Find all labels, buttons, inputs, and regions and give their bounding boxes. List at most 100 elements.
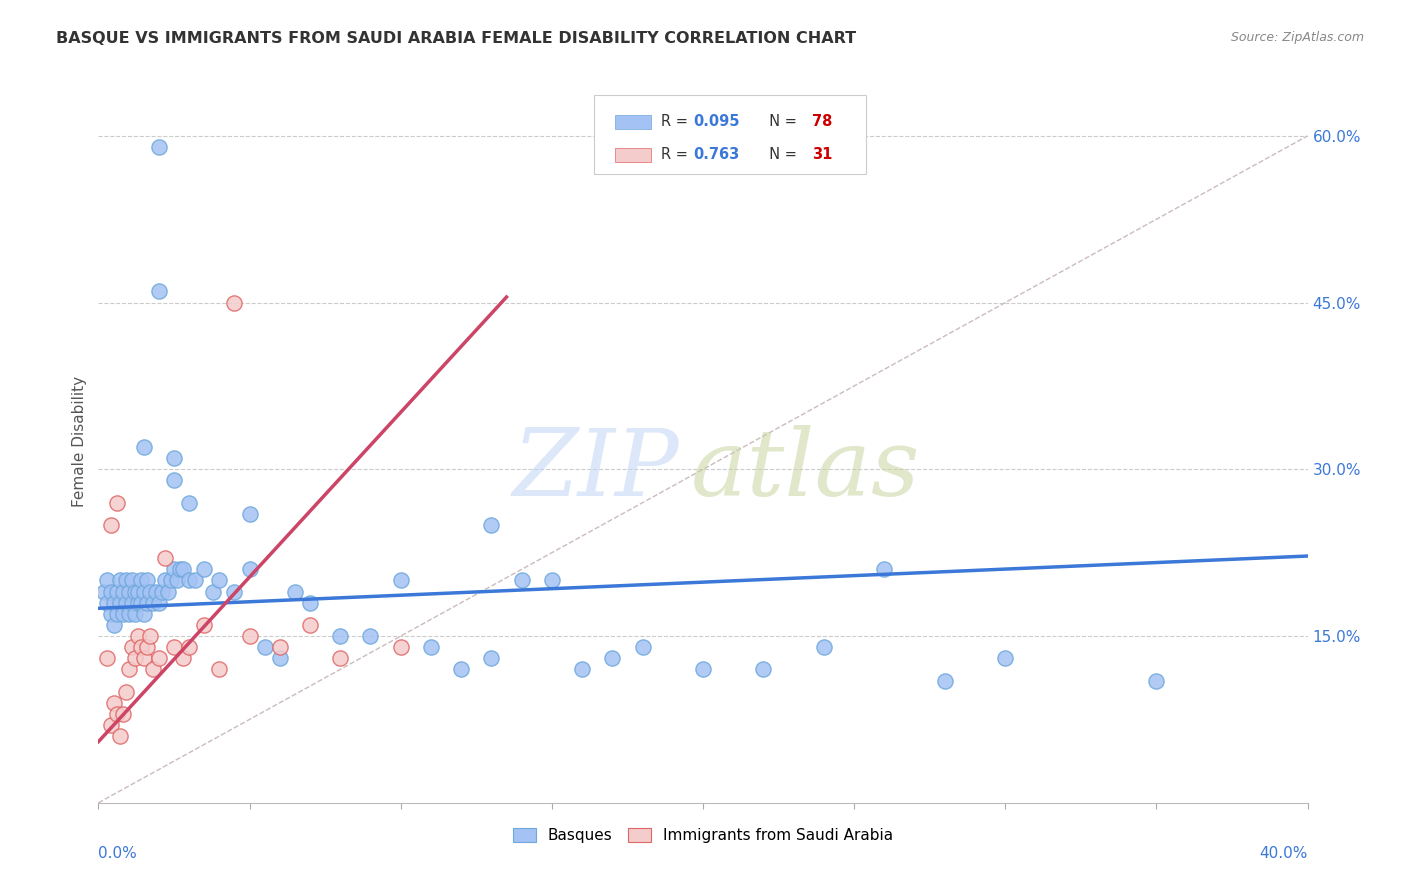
Text: atlas: atlas bbox=[690, 425, 921, 516]
Point bbox=[389, 640, 412, 655]
Point bbox=[360, 629, 382, 643]
Text: 0.0%: 0.0% bbox=[98, 847, 138, 861]
Point bbox=[139, 629, 162, 643]
Point bbox=[132, 584, 155, 599]
Point bbox=[118, 607, 141, 621]
Point bbox=[127, 629, 149, 643]
Point bbox=[193, 618, 215, 632]
Text: R =: R = bbox=[661, 147, 692, 162]
Point bbox=[111, 607, 134, 621]
Text: BASQUE VS IMMIGRANTS FROM SAUDI ARABIA FEMALE DISABILITY CORRELATION CHART: BASQUE VS IMMIGRANTS FROM SAUDI ARABIA F… bbox=[56, 31, 856, 46]
FancyBboxPatch shape bbox=[614, 114, 651, 128]
Point bbox=[100, 607, 122, 621]
Point bbox=[299, 618, 322, 632]
Point bbox=[127, 596, 149, 610]
Point bbox=[145, 584, 167, 599]
Point bbox=[193, 562, 215, 576]
Point bbox=[510, 574, 533, 588]
Point bbox=[100, 584, 122, 599]
Text: 40.0%: 40.0% bbox=[1260, 847, 1308, 861]
Point bbox=[752, 662, 775, 676]
Point bbox=[132, 440, 155, 454]
Point bbox=[108, 574, 131, 588]
Point bbox=[124, 584, 146, 599]
Point bbox=[148, 596, 170, 610]
Point bbox=[208, 662, 231, 676]
Point bbox=[121, 596, 143, 610]
Point bbox=[142, 596, 165, 610]
Point bbox=[540, 574, 562, 588]
Point bbox=[166, 574, 188, 588]
Point bbox=[481, 517, 503, 532]
Point bbox=[142, 662, 165, 676]
Point bbox=[602, 651, 624, 665]
Point bbox=[284, 584, 307, 599]
Point bbox=[208, 574, 231, 588]
Point bbox=[96, 596, 118, 610]
Point bbox=[108, 596, 131, 610]
Point bbox=[450, 662, 472, 676]
Point bbox=[179, 574, 201, 588]
Point bbox=[163, 451, 186, 466]
FancyBboxPatch shape bbox=[614, 148, 651, 162]
Point bbox=[163, 474, 186, 488]
Point bbox=[105, 706, 128, 721]
Point bbox=[873, 562, 896, 576]
Point bbox=[105, 584, 128, 599]
Point bbox=[100, 718, 122, 732]
Point bbox=[1144, 673, 1167, 688]
Point bbox=[118, 662, 141, 676]
Point bbox=[631, 640, 654, 655]
Point bbox=[135, 640, 157, 655]
Text: Source: ZipAtlas.com: Source: ZipAtlas.com bbox=[1230, 31, 1364, 45]
Point bbox=[172, 562, 194, 576]
Point bbox=[96, 574, 118, 588]
Point bbox=[571, 662, 593, 676]
Text: R =: R = bbox=[661, 114, 692, 129]
Point bbox=[114, 574, 136, 588]
Point bbox=[813, 640, 835, 655]
Point bbox=[105, 607, 128, 621]
Point bbox=[103, 696, 125, 710]
Point bbox=[239, 507, 262, 521]
Point bbox=[224, 295, 246, 310]
Point bbox=[994, 651, 1017, 665]
Point bbox=[103, 618, 125, 632]
Point bbox=[269, 640, 291, 655]
Point bbox=[153, 574, 176, 588]
Point bbox=[93, 584, 115, 599]
Point bbox=[100, 517, 122, 532]
Point bbox=[481, 651, 503, 665]
Point bbox=[389, 574, 412, 588]
Point bbox=[129, 574, 152, 588]
Point bbox=[163, 562, 186, 576]
Point bbox=[108, 729, 131, 743]
Y-axis label: Female Disability: Female Disability bbox=[72, 376, 87, 508]
Point bbox=[239, 629, 262, 643]
Text: N =: N = bbox=[759, 114, 801, 129]
Point bbox=[129, 596, 152, 610]
Point bbox=[150, 584, 173, 599]
Point bbox=[135, 574, 157, 588]
Text: 31: 31 bbox=[811, 147, 832, 162]
Point bbox=[202, 584, 225, 599]
Point bbox=[121, 574, 143, 588]
Point bbox=[420, 640, 443, 655]
Point bbox=[105, 496, 128, 510]
Point bbox=[239, 562, 262, 576]
Point bbox=[156, 584, 179, 599]
Point bbox=[692, 662, 714, 676]
Text: 0.763: 0.763 bbox=[693, 147, 740, 162]
Point bbox=[148, 285, 170, 299]
Point bbox=[114, 684, 136, 698]
Point bbox=[127, 584, 149, 599]
Point bbox=[329, 651, 352, 665]
Point bbox=[253, 640, 276, 655]
Point bbox=[111, 584, 134, 599]
Point bbox=[111, 706, 134, 721]
Point bbox=[132, 651, 155, 665]
Legend: Basques, Immigrants from Saudi Arabia: Basques, Immigrants from Saudi Arabia bbox=[506, 822, 900, 849]
Point bbox=[118, 584, 141, 599]
Point bbox=[169, 562, 191, 576]
Point bbox=[224, 584, 246, 599]
